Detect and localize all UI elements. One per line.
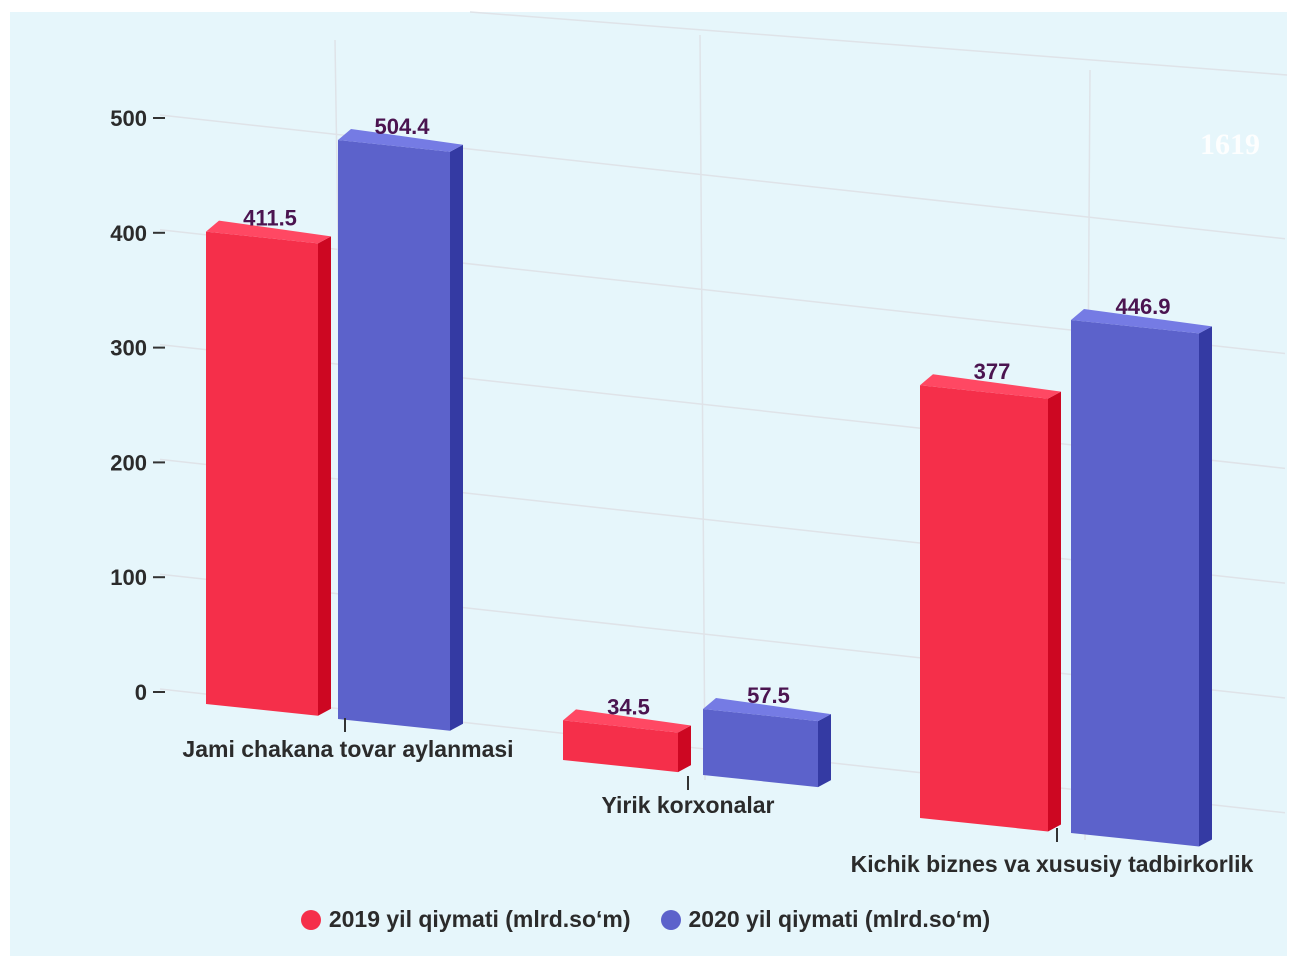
data-label-2019-1: 34.5 (607, 694, 650, 719)
data-labels: 411.5 504.4 34.5 57.5 377 446.9 (243, 114, 1170, 719)
bar-top-2020-2 (1071, 308, 1212, 334)
ytick-label-0: 0 (135, 680, 147, 705)
bar-side-2019-2 (1048, 391, 1061, 832)
legend-label-2019: 2019 yil qiymati (mlrd.so‘m) (328, 906, 631, 932)
bar-2019-2 (920, 385, 1048, 832)
bar-side-2020-0 (450, 144, 463, 731)
gridline-500 (159, 114, 1286, 240)
bar-top-2019-2 (920, 374, 1061, 399)
bar-2020-1 (703, 708, 818, 788)
ytick-label-300: 300 (110, 336, 147, 361)
gridline-top (469, 11, 1288, 76)
x-axis: Jami chakana tovar aylanmasi Yirik korxon… (182, 718, 1254, 877)
data-label-2020-0: 504.4 (374, 114, 430, 139)
bar-side-2019-0 (318, 236, 331, 716)
legend-label-2020: 2020 yil qiymati (mlrd.so‘m) (688, 906, 991, 932)
legend-marker-2019 (300, 909, 321, 930)
ytick-label-200: 200 (110, 450, 147, 475)
legend-item-2020[interactable]: 2020 yil qiymati (mlrd.so‘m) (660, 906, 991, 933)
xtick-label-2: Kichik biznes va xususiy tadbirkorlik (851, 851, 1254, 877)
bar-side-2019-1 (678, 725, 691, 773)
bar-2019-1 (563, 720, 678, 773)
bar-top-2019-0 (206, 220, 331, 244)
bar-top-2020-1 (703, 697, 831, 722)
data-label-2020-2: 446.9 (1115, 294, 1170, 319)
ytick-label-400: 400 (110, 221, 147, 246)
bars (206, 128, 1212, 847)
bar-top-2019-1 (563, 709, 691, 733)
bar-side-2020-2 (1199, 326, 1212, 847)
y-axis: 0 100 200 300 400 500 (110, 106, 165, 705)
legend: 2019 yil qiymati (mlrd.so‘m) 2020 yil qi… (0, 906, 1291, 933)
bar-2020-2 (1071, 319, 1199, 847)
data-label-2019-2: 377 (974, 359, 1011, 384)
legend-item-2019[interactable]: 2019 yil qiymati (mlrd.so‘m) (300, 906, 631, 933)
bar-side-2020-1 (818, 714, 831, 788)
xtick-label-1: Yirik korxonalar (601, 792, 774, 818)
ytick-label-100: 100 (110, 565, 147, 590)
gridline-vertical-1 (699, 34, 706, 781)
data-label-2020-1: 57.5 (747, 683, 790, 708)
bar-2019-0 (206, 231, 318, 716)
data-label-2019-0: 411.5 (243, 206, 297, 231)
legend-marker-2020 (660, 909, 681, 930)
ytick-label-500: 500 (110, 106, 147, 131)
bar-top-2020-0 (338, 128, 463, 152)
bar-2020-0 (338, 139, 450, 731)
xtick-label-0: Jami chakana tovar aylanmasi (182, 736, 513, 762)
watermark: 1619 (1200, 128, 1260, 161)
